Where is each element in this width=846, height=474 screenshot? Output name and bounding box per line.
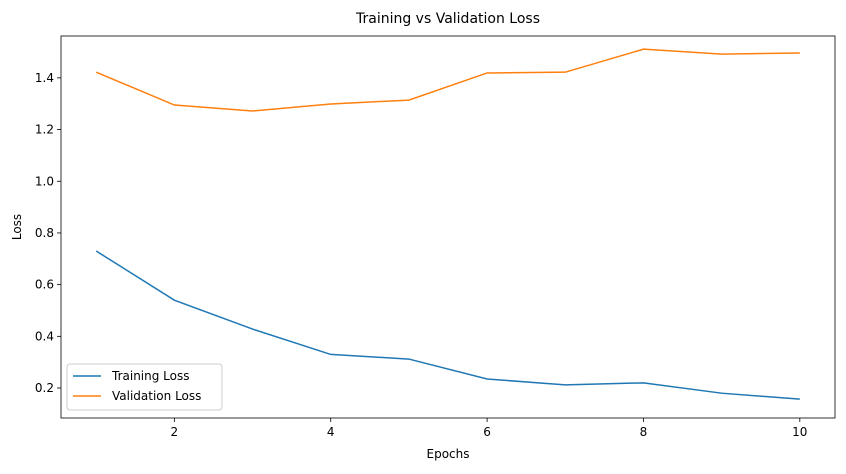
y-axis-label: Loss (10, 214, 24, 240)
series-line-validation-loss (95, 48, 800, 112)
x-tick-label: 2 (171, 425, 179, 439)
y-tick-label: 1.2 (35, 123, 54, 137)
plot-frame (60, 35, 836, 419)
y-tick-label: 1.0 (35, 174, 54, 188)
legend-box (66, 363, 223, 411)
y-tick-label: 0.2 (35, 381, 54, 395)
y-tick-label: 0.8 (35, 226, 54, 240)
y-tick-label: 0.4 (35, 329, 54, 343)
x-tick-label: 6 (483, 425, 491, 439)
legend: Training Loss Validation Loss (66, 363, 223, 411)
legend-label: Training Loss (111, 369, 189, 383)
x-tick-label: 4 (327, 425, 335, 439)
legend-label: Validation Loss (112, 389, 201, 403)
chart-title: Training vs Validation Loss (355, 11, 540, 27)
y-tick-label: 1.4 (35, 71, 54, 85)
x-tick-label: 8 (640, 425, 648, 439)
x-tick-label: 10 (792, 425, 807, 439)
y-tick-label: 0.6 (35, 278, 54, 292)
x-axis-label: Epochs (427, 447, 470, 461)
series-line-training-loss (95, 250, 800, 400)
